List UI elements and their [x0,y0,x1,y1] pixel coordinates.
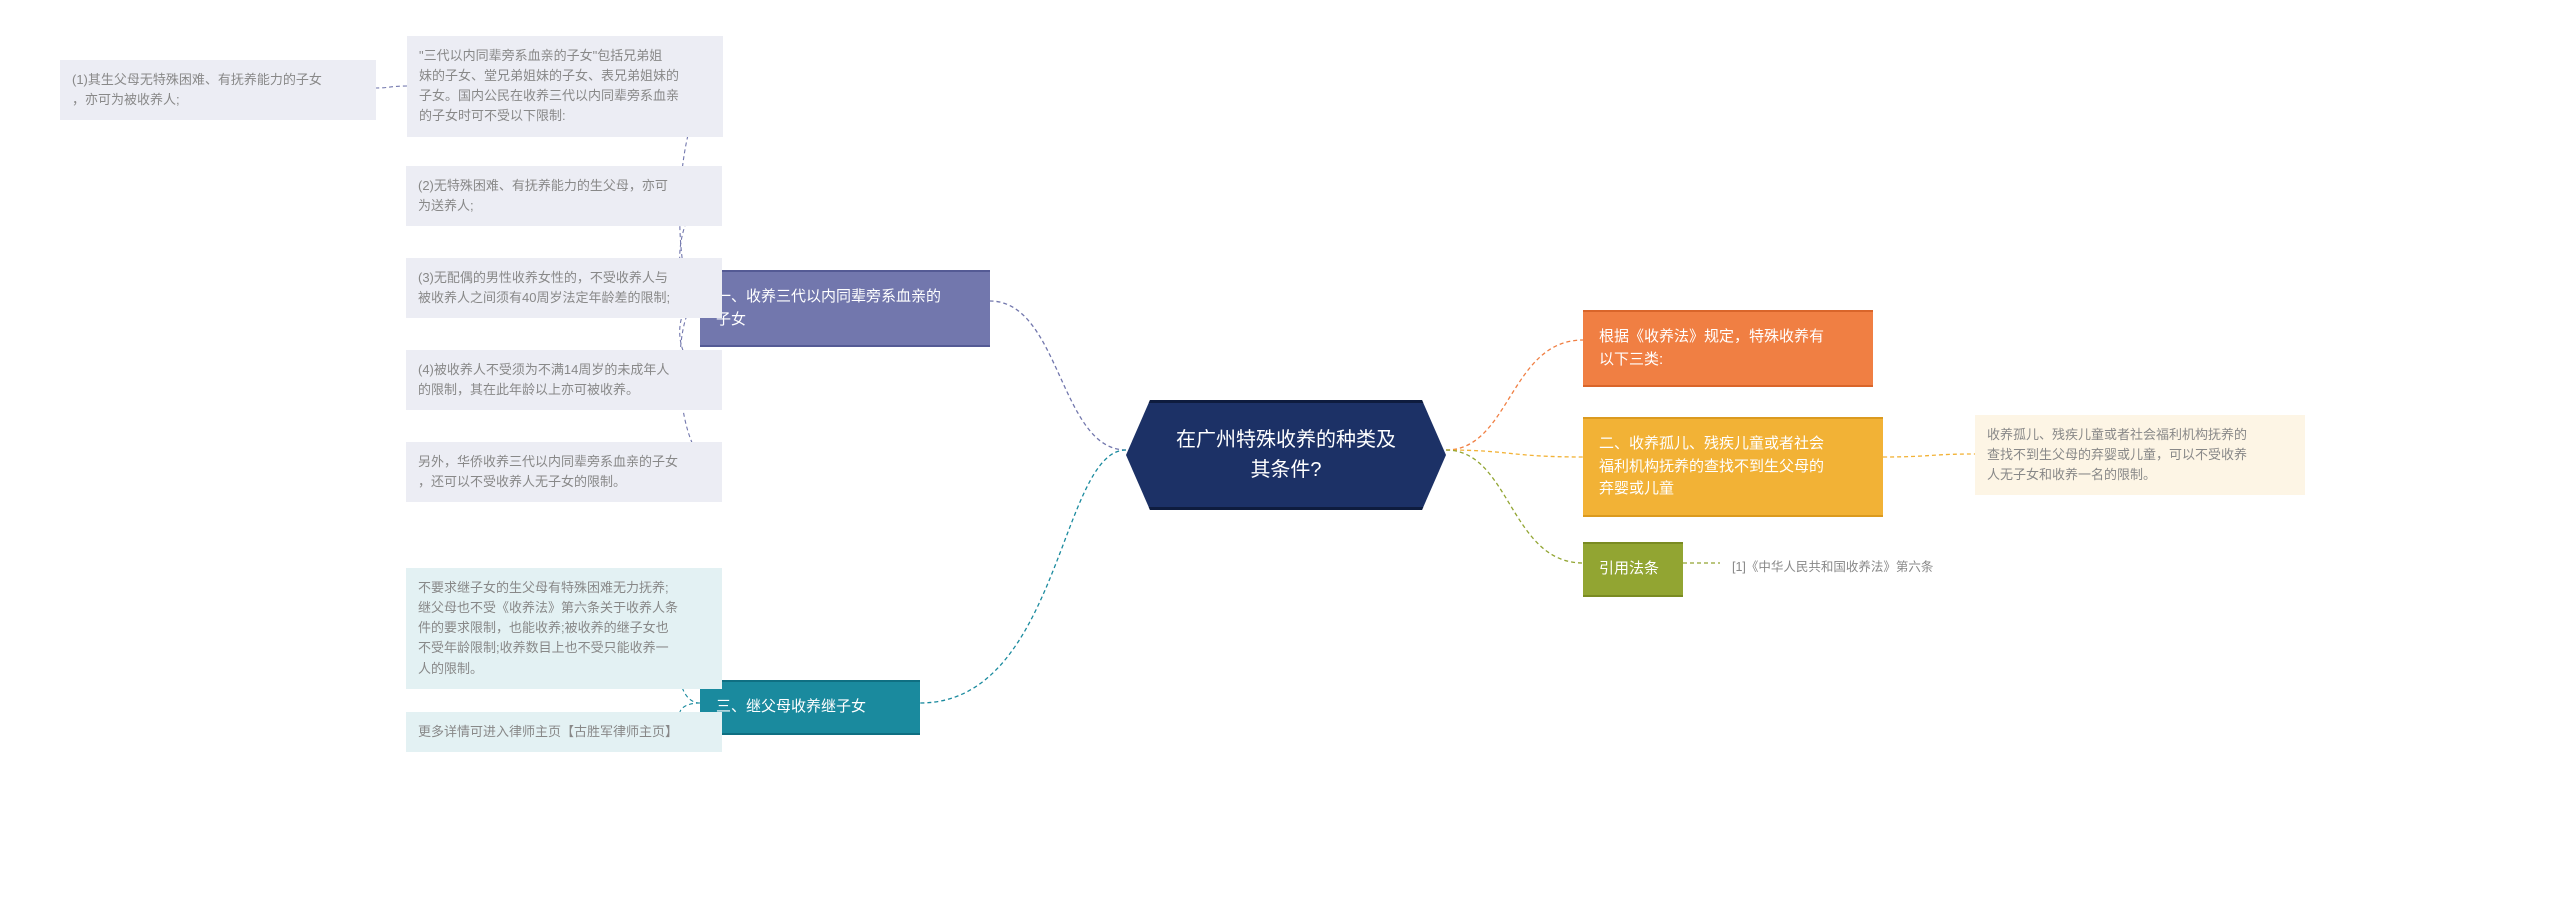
leaf-l1d-text: (3)无配偶的男性收养女性的，不受收养人与被收养人之间须有40周岁法定年龄差的限… [418,270,670,305]
leaf-l1e-text: (4)被收养人不受须为不满14周岁的未成年人的限制，其在此年龄以上亦可被收养。 [418,362,669,397]
leaf-r2a-text: 收养孤儿、残疾儿童或者社会福利机构抚养的查找不到生父母的弃婴或儿童，可以不受收养… [1987,427,2247,482]
leaf-l1e: (4)被收养人不受须为不满14周岁的未成年人的限制，其在此年龄以上亦可被收养。 [406,350,722,410]
branch-r3: 引用法条 [1583,542,1683,597]
branch-r1: 根据《收养法》规定，特殊收养有以下三类: [1583,310,1873,387]
leaf-r2a: 收养孤儿、残疾儿童或者社会福利机构抚养的查找不到生父母的弃婴或儿童，可以不受收养… [1975,415,2305,495]
branch-l2-text: 三、继父母收养继子女 [716,698,866,715]
root-node: 在广州特殊收养的种类及其条件? [1126,400,1446,510]
leaf-l1c: (2)无特殊困难、有抚养能力的生父母，亦可为送养人; [406,166,722,226]
branch-r3-text: 引用法条 [1599,560,1659,577]
branch-l1: 一、收养三代以内同辈旁系血亲的子女 [700,270,990,347]
branch-l1-text: 一、收养三代以内同辈旁系血亲的子女 [716,288,941,328]
branch-r1-text: 根据《收养法》规定，特殊收养有以下三类: [1599,328,1824,368]
leaf-l2b-text: 更多详情可进入律师主页【古胜军律师主页】 [418,724,678,739]
leaf-l1a-text: (1)其生父母无特殊困难、有抚养能力的子女，亦可为被收养人; [72,72,322,107]
branch-r2: 二、收养孤儿、残疾儿童或者社会福利机构抚养的查找不到生父母的弃婴或儿童 [1583,417,1883,517]
leaf-l1f-text: 另外，华侨收养三代以内同辈旁系血亲的子女，还可以不受收养人无子女的限制。 [418,454,678,489]
root-text: 在广州特殊收养的种类及其条件? [1176,429,1396,481]
leaf-l1c-text: (2)无特殊困难、有抚养能力的生父母，亦可为送养人; [418,178,668,213]
leaf-l1d: (3)无配偶的男性收养女性的，不受收养人与被收养人之间须有40周岁法定年龄差的限… [406,258,722,318]
leaf-l1b-text: "三代以内同辈旁系血亲的子女"包括兄弟姐妹的子女、堂兄弟姐妹的子女、表兄弟姐妹的… [419,48,679,123]
leaf-r3a: [1]《中华人民共和国收养法》第六条 [1720,548,2020,587]
branch-l2: 三、继父母收养继子女 [700,680,920,735]
leaf-l1b: "三代以内同辈旁系血亲的子女"包括兄弟姐妹的子女、堂兄弟姐妹的子女、表兄弟姐妹的… [407,36,723,137]
leaf-l1a: (1)其生父母无特殊困难、有抚养能力的子女，亦可为被收养人; [60,60,376,120]
leaf-r3a-text: [1]《中华人民共和国收养法》第六条 [1732,560,1933,574]
leaf-l2a-text: 不要求继子女的生父母有特殊困难无力抚养;继父母也不受《收养法》第六条关于收养人条… [418,580,678,676]
leaf-l2b: 更多详情可进入律师主页【古胜军律师主页】 [406,712,722,752]
leaf-l2a: 不要求继子女的生父母有特殊困难无力抚养;继父母也不受《收养法》第六条关于收养人条… [406,568,722,689]
branch-r2-text: 二、收养孤儿、残疾儿童或者社会福利机构抚养的查找不到生父母的弃婴或儿童 [1599,435,1824,497]
leaf-l1f: 另外，华侨收养三代以内同辈旁系血亲的子女，还可以不受收养人无子女的限制。 [406,442,722,502]
